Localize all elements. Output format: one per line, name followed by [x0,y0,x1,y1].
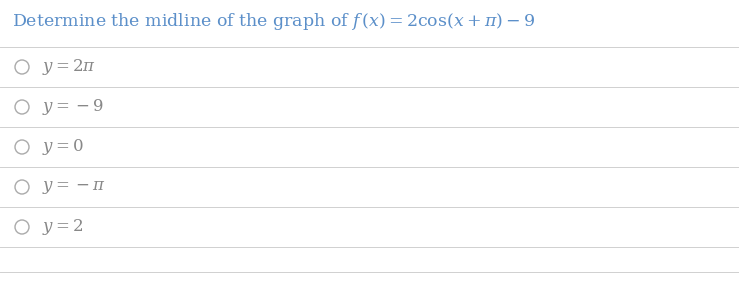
Text: $y = 2$: $y = 2$ [42,217,84,237]
Text: $y = 0$: $y = 0$ [42,137,84,157]
Text: $y = 2\pi$: $y = 2\pi$ [42,57,96,77]
Text: $y = -\pi$: $y = -\pi$ [42,178,106,196]
Text: Determine the midline of the graph of $f\,(x) = 2\cos(x + \pi) - 9$: Determine the midline of the graph of $f… [12,11,535,32]
Text: $y = -9$: $y = -9$ [42,97,104,117]
